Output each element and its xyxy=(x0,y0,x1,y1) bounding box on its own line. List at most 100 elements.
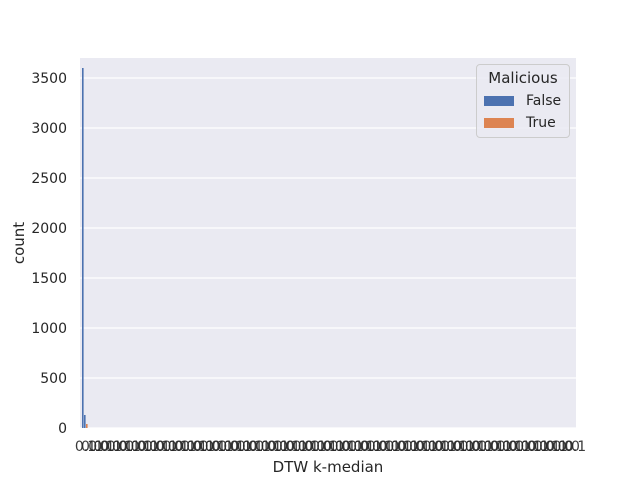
x-tick-label: 1.0 xyxy=(162,439,184,455)
x-tick-label: 1.0 xyxy=(347,439,369,455)
y-tick-label: 2500 xyxy=(31,171,67,187)
x-tick-label: 0.1 xyxy=(155,439,177,455)
x-tick-label: 1.0 xyxy=(199,439,221,455)
x-tick-label: 0.0 xyxy=(465,439,487,455)
x-tick-label: 0.1 xyxy=(192,439,214,455)
x-tick-label: 1.0 xyxy=(459,439,481,455)
legend-label-false: False xyxy=(526,93,562,109)
x-tick-label: 0.0 xyxy=(149,439,171,455)
x-tick-label: 0.0 xyxy=(242,439,264,455)
x-tick-label: 0.1 xyxy=(415,439,437,455)
y-tick-label: 1500 xyxy=(31,271,67,287)
legend-item-false: False xyxy=(484,92,561,110)
x-tick-label: 0.1 xyxy=(230,439,252,455)
x-tick-label: 0.0 xyxy=(186,439,208,455)
y-tick-label: 3500 xyxy=(31,71,67,87)
y-tick-labels: 0 500 1000 1500 2000 2500 3000 3500 xyxy=(31,71,67,437)
x-tick-label: 1.0 xyxy=(310,439,332,455)
x-tick-label: 0.1 xyxy=(360,439,382,455)
x-tick-label: 0.0 xyxy=(372,439,394,455)
x-tick-label: 1.0 xyxy=(106,439,128,455)
bars xyxy=(82,68,88,428)
bar-true xyxy=(86,424,88,428)
x-tick-label: 1.0 xyxy=(384,439,406,455)
x-tick-label: 0.0 xyxy=(446,439,468,455)
x-tick-label: 0.1 xyxy=(508,439,530,455)
x-tick-label: 0.0 xyxy=(521,439,543,455)
y-tick-label: 2000 xyxy=(31,221,67,237)
x-axis-title: DTW k-median xyxy=(273,458,384,476)
x-tick-label: 1.0 xyxy=(403,439,425,455)
x-tick-label: 0.0 xyxy=(112,439,134,455)
x-tick-label: 1.0 xyxy=(292,439,314,455)
x-tick-label: 1.0 xyxy=(180,439,202,455)
x-tick-label: 0.0 xyxy=(539,439,561,455)
x-tick-label: 0.0 xyxy=(205,439,227,455)
bar-false xyxy=(84,415,86,428)
x-tick-label: 0.0 xyxy=(428,439,450,455)
x-tick-label: 0.0 xyxy=(93,439,115,455)
x-tick-label: 0.1 xyxy=(322,439,344,455)
x-tick-label: 1.0 xyxy=(551,439,573,455)
bar-false xyxy=(82,68,84,428)
x-tick-label: 0.1 xyxy=(285,439,307,455)
x-tick-label: 1.0 xyxy=(477,439,499,455)
x-tick-label: 1.0 xyxy=(496,439,518,455)
x-tick-label: 0.1 xyxy=(118,439,140,455)
x-tick-label: 0.0 xyxy=(409,439,431,455)
x-tick-label: 0.0 xyxy=(298,439,320,455)
x-tick-label: 0.1 xyxy=(471,439,493,455)
x-tick-label: 0.1 xyxy=(527,439,549,455)
legend-swatch-false xyxy=(484,96,514,106)
x-tick-label: 0.1 xyxy=(211,439,233,455)
x-tick-label: 0.0 xyxy=(335,439,357,455)
x-tick-label: 0.0 xyxy=(279,439,301,455)
y-tick-label: 1000 xyxy=(31,321,67,337)
legend: Malicious False True xyxy=(476,64,570,138)
x-tick-label: 1.0 xyxy=(124,439,146,455)
x-tick-label: 0.0 xyxy=(316,439,338,455)
x-tick-label: 1.0 xyxy=(366,439,388,455)
legend-item-true: True xyxy=(484,114,556,132)
x-tick-label: 0.1 xyxy=(545,439,567,455)
x-tick-labels: 0.00.11.00.00.11.00.00.11.00.00.11.00.00… xyxy=(75,439,586,455)
x-tick-label: 1.0 xyxy=(217,439,239,455)
x-tick-label: 1.0 xyxy=(254,439,276,455)
x-tick-label: 1.0 xyxy=(422,439,444,455)
x-tick-label: 1.0 xyxy=(514,439,536,455)
x-tick-label: 1.0 xyxy=(440,439,462,455)
x-tick-label: 0.1 xyxy=(490,439,512,455)
x-tick-label: 0.1 xyxy=(564,439,586,455)
x-tick-label: 0.1 xyxy=(397,439,419,455)
legend-label-true: True xyxy=(526,115,556,131)
legend-title: Malicious xyxy=(488,69,558,87)
x-tick-label: 0.1 xyxy=(267,439,289,455)
x-tick-label: 0.1 xyxy=(304,439,326,455)
x-tick-label: 0.0 xyxy=(558,439,580,455)
x-tick-label: 0.0 xyxy=(131,439,153,455)
x-tick-label: 0.1 xyxy=(452,439,474,455)
x-tick-label: 1.0 xyxy=(236,439,258,455)
x-tick-label: 0.0 xyxy=(261,439,283,455)
x-tick-label: 0.0 xyxy=(168,439,190,455)
x-tick-label: 0.1 xyxy=(378,439,400,455)
x-tick-label: 0.1 xyxy=(341,439,363,455)
x-tick-label: 0.1 xyxy=(174,439,196,455)
y-axis-title: count xyxy=(10,222,28,264)
x-tick-label: 1.0 xyxy=(143,439,165,455)
x-tick-label: 0.0 xyxy=(353,439,375,455)
x-tick-label: 0.1 xyxy=(100,439,122,455)
x-tick-label: 1.0 xyxy=(329,439,351,455)
y-tick-label: 500 xyxy=(40,371,67,387)
legend-swatch-true xyxy=(484,118,514,128)
x-tick-label: 1.0 xyxy=(273,439,295,455)
y-tick-label: 3000 xyxy=(31,121,67,137)
x-tick-label: 0.1 xyxy=(248,439,270,455)
x-tick-label: 0.0 xyxy=(391,439,413,455)
x-tick-label: 0.1 xyxy=(137,439,159,455)
x-tick-label: 0.1 xyxy=(81,439,103,455)
x-tick-label: 0.0 xyxy=(75,439,97,455)
x-tick-label: 0.0 xyxy=(223,439,245,455)
x-tick-label: 0.0 xyxy=(483,439,505,455)
x-tick-label: 0.1 xyxy=(434,439,456,455)
